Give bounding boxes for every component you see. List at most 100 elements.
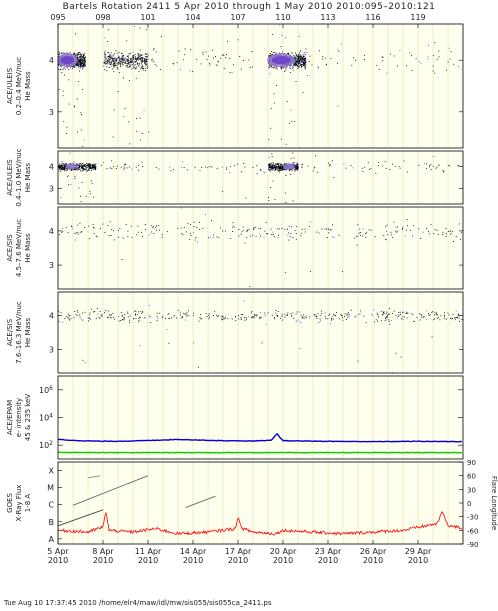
data-point xyxy=(140,59,142,61)
data-point xyxy=(405,313,407,314)
data-point xyxy=(77,54,79,56)
data-point xyxy=(74,233,76,235)
data-point xyxy=(89,168,91,169)
data-point xyxy=(444,312,445,314)
data-point xyxy=(77,167,79,169)
data-point xyxy=(298,60,300,62)
data-point xyxy=(94,169,96,171)
data-point xyxy=(81,166,82,168)
data-point xyxy=(80,66,82,68)
data-point xyxy=(137,57,139,59)
data-point xyxy=(59,169,61,171)
data-point xyxy=(103,62,105,64)
data-point xyxy=(304,66,305,68)
data-point xyxy=(279,168,281,170)
data-point xyxy=(270,170,272,172)
data-point xyxy=(296,57,298,59)
data-point xyxy=(223,68,225,69)
data-point xyxy=(235,320,237,322)
data-point xyxy=(238,318,239,320)
data-point xyxy=(434,318,436,320)
data-point xyxy=(118,62,120,64)
data-point xyxy=(329,313,330,315)
data-point xyxy=(275,312,277,314)
data-point xyxy=(104,232,106,233)
data-point xyxy=(302,61,304,63)
data-point xyxy=(140,68,142,70)
data-point xyxy=(274,164,276,166)
data-point xyxy=(385,238,387,240)
data-point xyxy=(155,226,157,228)
data-point xyxy=(74,65,76,67)
data-point xyxy=(436,314,438,316)
data-point xyxy=(118,316,119,318)
data-point xyxy=(316,231,318,233)
data-point xyxy=(109,59,111,61)
data-point xyxy=(126,60,128,61)
data-point xyxy=(82,168,84,170)
data-point xyxy=(292,152,294,154)
data-point xyxy=(229,57,231,59)
data-point xyxy=(116,59,118,61)
data-point xyxy=(59,163,61,165)
data-point xyxy=(390,320,392,321)
data-point xyxy=(95,163,97,165)
data-point xyxy=(82,61,83,63)
data-point xyxy=(231,318,233,320)
data-point xyxy=(314,314,316,316)
data-point xyxy=(80,61,82,63)
data-point xyxy=(297,167,299,169)
data-point xyxy=(285,202,287,203)
data-point xyxy=(78,65,80,67)
data-point xyxy=(401,312,403,314)
data-point xyxy=(260,312,262,313)
data-point xyxy=(296,60,298,62)
data-point xyxy=(66,67,68,69)
data-point xyxy=(271,168,273,170)
data-point xyxy=(278,228,280,230)
data-point xyxy=(121,61,123,63)
data-point xyxy=(288,225,290,227)
data-point xyxy=(116,60,117,61)
data-point xyxy=(388,321,390,323)
data-point xyxy=(134,64,136,66)
data-point xyxy=(270,166,271,168)
data-point xyxy=(190,224,191,225)
data-point xyxy=(84,62,86,64)
data-point xyxy=(434,311,436,313)
data-point xyxy=(270,167,272,168)
data-point xyxy=(305,67,306,69)
data-point xyxy=(187,222,189,224)
data-point xyxy=(202,52,204,53)
density-blob xyxy=(65,163,78,170)
data-point xyxy=(189,70,191,72)
data-point xyxy=(137,59,138,60)
data-point xyxy=(389,169,391,170)
data-point xyxy=(363,59,365,60)
data-point xyxy=(108,55,110,57)
data-point xyxy=(155,167,157,168)
data-point xyxy=(78,168,79,170)
data-point xyxy=(348,312,349,314)
data-point xyxy=(109,54,111,56)
data-point xyxy=(78,65,80,66)
data-point xyxy=(79,59,80,61)
data-point xyxy=(134,67,136,69)
data-point xyxy=(384,319,386,321)
data-point xyxy=(243,317,245,319)
data-point xyxy=(398,315,399,317)
data-point xyxy=(271,153,273,155)
data-point xyxy=(136,66,137,68)
data-point xyxy=(113,62,114,64)
data-point xyxy=(99,311,101,312)
data-point xyxy=(395,230,396,232)
data-point xyxy=(73,53,74,55)
density-core xyxy=(60,56,75,65)
data-point xyxy=(393,55,395,57)
data-point xyxy=(261,342,263,344)
data-point xyxy=(280,46,282,47)
data-point xyxy=(95,166,97,168)
data-point xyxy=(88,164,89,166)
data-point xyxy=(143,60,144,62)
data-point xyxy=(82,168,84,169)
